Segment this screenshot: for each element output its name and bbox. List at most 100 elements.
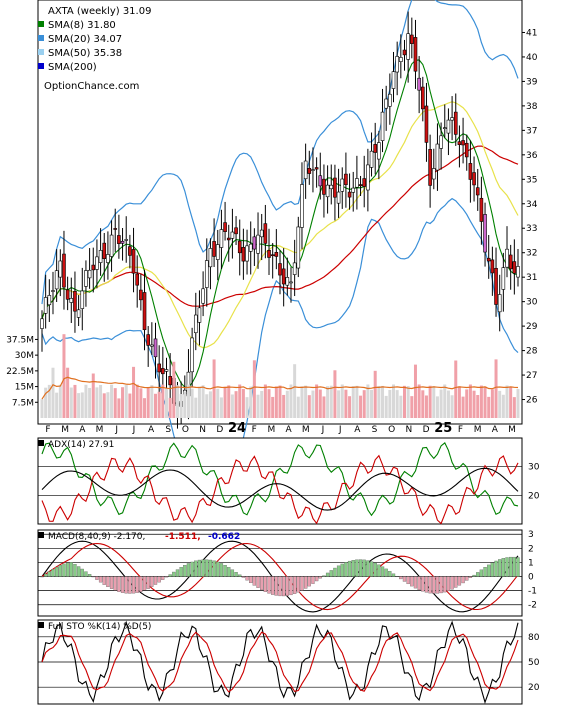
volume-bar bbox=[490, 389, 494, 418]
macd-histogram-bar bbox=[124, 576, 128, 594]
candle-body bbox=[193, 314, 198, 334]
candle-body bbox=[142, 292, 147, 331]
candle-body bbox=[230, 231, 235, 239]
adx-frame bbox=[37, 437, 523, 525]
candle-body bbox=[406, 33, 410, 60]
volume-bar bbox=[271, 396, 275, 418]
candle-body bbox=[190, 337, 194, 373]
chart-title: AXTA (weekly) 31.09 bbox=[48, 6, 151, 17]
macd-histogram-bar bbox=[457, 576, 462, 586]
macd-histogram-bar bbox=[201, 559, 205, 577]
macd-histogram-bar bbox=[183, 565, 187, 577]
macd-histogram-bar bbox=[490, 562, 495, 577]
adx-label-group: ADX(14) 27.91 bbox=[38, 440, 114, 450]
volume-bar bbox=[296, 396, 300, 418]
candle-body bbox=[479, 197, 484, 222]
candle-body bbox=[226, 237, 231, 241]
macd-histogram-bar bbox=[62, 563, 66, 577]
macd-histogram-bar bbox=[300, 576, 304, 591]
month-label: N bbox=[199, 425, 206, 435]
price-tick-label: 31 bbox=[526, 273, 537, 283]
macd-histogram-bar bbox=[512, 556, 516, 577]
sma20-line bbox=[41, 101, 519, 349]
volume-bar bbox=[424, 395, 428, 418]
volume-bar bbox=[501, 394, 505, 418]
candle-body bbox=[490, 259, 495, 274]
macd-histogram-bar bbox=[325, 572, 330, 577]
candle-body bbox=[69, 298, 74, 303]
watermark: OptionChance.com bbox=[44, 81, 139, 92]
macd-histogram-bar bbox=[51, 569, 55, 577]
volume-bar bbox=[432, 386, 436, 418]
sto-tick-label: 50 bbox=[528, 658, 540, 668]
macd-histogram-bar bbox=[208, 559, 213, 577]
sto-tick-label: 20 bbox=[528, 683, 540, 693]
minus-di-line bbox=[41, 454, 519, 525]
volume-bar bbox=[435, 396, 439, 418]
macd-histogram-bar bbox=[216, 561, 220, 577]
volume-bar bbox=[443, 384, 447, 418]
candle-body bbox=[300, 184, 304, 228]
volume-tick-label: 22.5M bbox=[6, 367, 34, 377]
volume-bar bbox=[282, 394, 286, 418]
macd-histogram-bar bbox=[369, 561, 374, 577]
macd-histogram-bar bbox=[377, 564, 381, 577]
volume-bar bbox=[410, 396, 414, 418]
price-tick-label: 29 bbox=[526, 322, 538, 332]
candle-body bbox=[124, 239, 129, 241]
volume-bar bbox=[201, 385, 205, 418]
candle-body bbox=[234, 227, 238, 235]
volume-bar bbox=[121, 387, 125, 418]
candle-body bbox=[43, 297, 48, 314]
macd-histogram-bar bbox=[450, 576, 454, 590]
volume-bar bbox=[146, 387, 150, 418]
macd-histogram-bar bbox=[113, 576, 117, 591]
macd-label-group: MACD(8,40,9) -2.170, -1.511, -0.662 bbox=[38, 532, 240, 542]
candle-body bbox=[128, 246, 132, 256]
month-label: M bbox=[508, 425, 516, 435]
candle-body bbox=[223, 222, 227, 232]
macd-histogram-bar bbox=[146, 576, 150, 589]
macd-histogram-bar bbox=[494, 560, 498, 577]
candle-body bbox=[468, 163, 473, 180]
candle-body bbox=[439, 135, 443, 149]
candle-body bbox=[237, 240, 242, 254]
macd-histogram-bar bbox=[172, 571, 176, 577]
volume-bar bbox=[216, 388, 220, 418]
volume-bar bbox=[388, 389, 392, 418]
volume-bar bbox=[285, 390, 289, 418]
macd-histogram-bar bbox=[238, 574, 242, 577]
volume-bar bbox=[359, 395, 363, 418]
macd-histogram-bar bbox=[142, 576, 147, 591]
price-legend: AXTA (weekly) 31.09 SMA(8) 31.80 SMA(20)… bbox=[38, 6, 151, 92]
volume-bar bbox=[509, 386, 513, 418]
month-label: 24 bbox=[228, 421, 246, 436]
volume-bar bbox=[406, 386, 410, 418]
volume-bar bbox=[84, 384, 88, 418]
candle-body bbox=[508, 254, 513, 270]
macd-histogram-bar bbox=[487, 564, 491, 577]
macd-histogram-bar bbox=[476, 572, 480, 577]
macd-histogram-bar bbox=[40, 576, 44, 578]
volume-bar bbox=[315, 384, 319, 418]
macd-histogram-bar bbox=[58, 565, 62, 577]
month-label: J bbox=[338, 425, 342, 435]
volume-tick-label: 7.5M bbox=[12, 398, 34, 408]
candle-body bbox=[410, 34, 414, 44]
volume-bar bbox=[329, 385, 333, 418]
volume-bar bbox=[157, 391, 161, 418]
volume-bar bbox=[212, 359, 216, 418]
macd-histogram-bar bbox=[461, 576, 465, 584]
macd-histogram-bar bbox=[190, 561, 194, 577]
volume-bar bbox=[355, 385, 359, 418]
month-label: J bbox=[321, 425, 325, 435]
macd-histogram-bar bbox=[109, 576, 114, 589]
candle-body bbox=[157, 363, 161, 373]
macd-histogram-bar bbox=[230, 569, 235, 577]
macd-histogram-bar bbox=[432, 576, 436, 594]
macd-histogram-bar bbox=[117, 576, 121, 592]
candle-body bbox=[296, 226, 301, 269]
macd-histogram-bar bbox=[69, 562, 73, 577]
candle-body bbox=[241, 247, 246, 262]
volume-bar bbox=[113, 388, 117, 418]
